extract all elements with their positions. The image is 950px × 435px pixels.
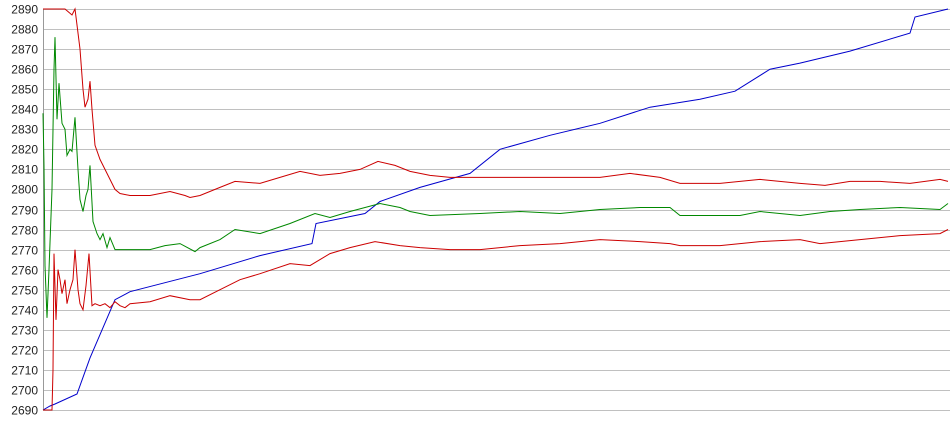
y-tick-label: 2750	[11, 284, 38, 298]
series-line-2	[43, 7, 949, 199]
y-tick-label: 2790	[11, 204, 38, 218]
y-tick-label: 2810	[11, 163, 38, 177]
y-tick-label: 2760	[11, 264, 38, 278]
y-tick-label: 2740	[11, 304, 38, 318]
y-tick-label: 2710	[11, 364, 38, 378]
y-tick-label: 2800	[11, 183, 38, 197]
series-line-3	[43, 229, 949, 411]
y-tick-label: 2850	[11, 83, 38, 97]
y-tick-label: 2830	[11, 123, 38, 137]
series-group	[42, 7, 949, 411]
y-tick-label: 2730	[11, 324, 38, 338]
y-tick-label: 2860	[11, 63, 38, 77]
y-tick-label: 2870	[11, 43, 38, 57]
y-tick-label: 2690	[11, 404, 38, 418]
y-tick-label: 2770	[11, 244, 38, 258]
y-tick-label: 2890	[11, 3, 38, 17]
y-tick-label: 2780	[11, 224, 38, 238]
series-line-0	[42, 8, 949, 411]
y-tick-label: 2840	[11, 103, 38, 117]
y-tick-label: 2720	[11, 344, 38, 358]
series-line-1	[42, 37, 949, 318]
y-tick-label: 2700	[11, 384, 38, 398]
y-tick-label: 2880	[11, 23, 38, 37]
y-axis-ticks: 2690 2700 2710 2720 2730 2740 2750 2760 2770 2780…	[11, 3, 38, 418]
y-tick-label: 2820	[11, 143, 38, 157]
gridlines	[43, 9, 950, 411]
